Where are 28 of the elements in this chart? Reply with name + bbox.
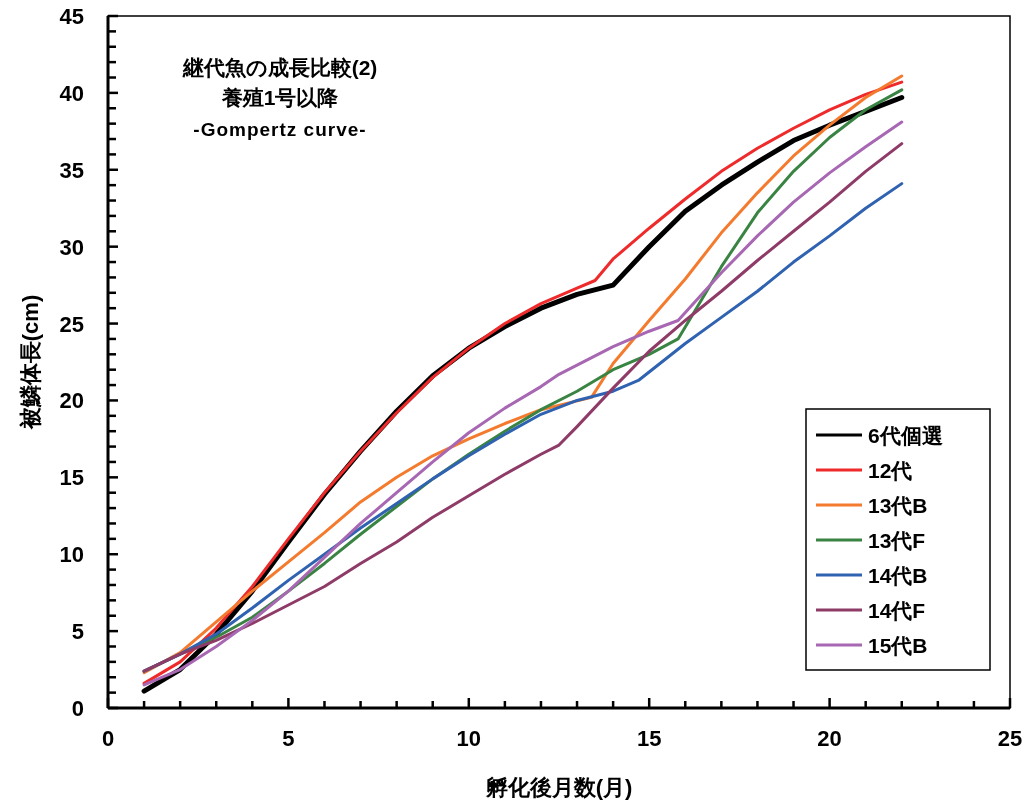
y-tick-label: 45 [59, 4, 84, 29]
x-tick-label: 0 [101, 726, 115, 751]
y-axis-title: 被鱗体長(cm) [18, 294, 43, 431]
y-tick-label: 40 [59, 80, 84, 106]
x-tick-label: 25 [997, 726, 1023, 751]
legend-label: 6代個選 [868, 424, 943, 447]
legend-label: 13代F [868, 529, 926, 552]
legend-label: 12代 [868, 459, 913, 482]
legend-label: 14代B [868, 564, 928, 587]
legend-label: 14代F [868, 599, 926, 622]
annotation: -Gompertz curve- [193, 119, 367, 140]
x-tick-label: 5 [282, 726, 295, 751]
y-tick-label: 25 [59, 311, 84, 337]
x-tick-label: 20 [817, 726, 842, 751]
y-tick-label: 0 [71, 696, 84, 721]
y-tick-label: 15 [59, 465, 84, 491]
y-tick-label: 30 [59, 234, 84, 260]
x-tick-label: 10 [456, 726, 482, 751]
legend-label: 15代B [868, 634, 928, 657]
text: 養殖1号以降 [220, 86, 340, 109]
x-tick-label: 15 [636, 726, 662, 751]
legend-label: 13代B [868, 494, 928, 517]
y-tick-label: 35 [59, 157, 84, 183]
y-tick-label: 5 [71, 619, 84, 645]
text: 継代魚の成長比較(2) [181, 56, 378, 79]
y-tick-label: 10 [59, 542, 84, 568]
y-tick-label: 20 [59, 388, 84, 414]
x-axis-title: 孵化後月数(月) [484, 775, 633, 800]
